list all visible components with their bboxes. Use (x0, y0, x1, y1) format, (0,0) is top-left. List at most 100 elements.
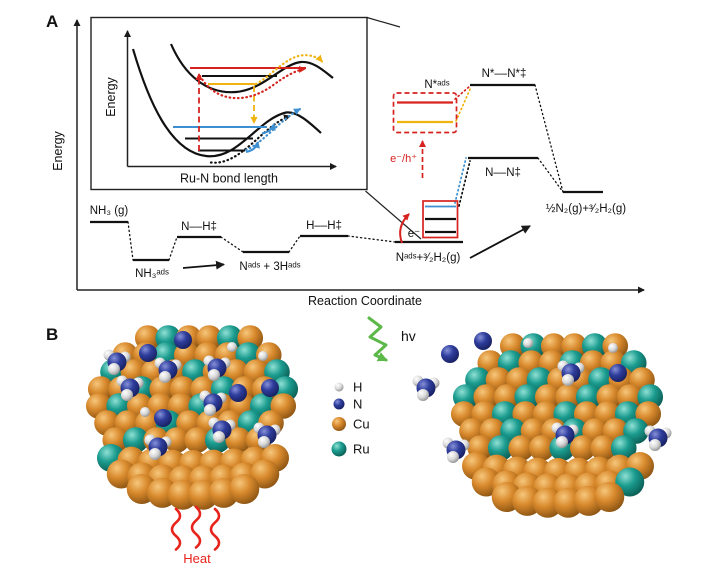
level-hop-arrow-1 (245, 141, 260, 153)
legend-swatch-n (333, 398, 345, 410)
inset-x-axis-label: Ru-N bond length (180, 172, 278, 186)
charge-carriers-label: e⁻/h⁺ (390, 153, 417, 165)
n-atom (441, 345, 459, 363)
excited-trajectory-yellow (254, 54, 324, 86)
inset-y-axis-label: Energy (104, 76, 118, 116)
hot-carrier-box: e⁻ (399, 200, 459, 244)
state-label-n-3h-ads: Nᵃᵈˢ + 3Hᵃᵈˢ (239, 261, 300, 273)
inset-frame (90, 16, 368, 191)
photon-zigzag-arrow-icon (367, 316, 388, 362)
vibrational-levels (173, 66, 306, 152)
nanoparticle-photo (412, 332, 672, 518)
thermal-trajectory-black (209, 114, 292, 164)
cu-atom (528, 435, 555, 461)
connector-dotted (454, 85, 471, 100)
state-label-n-n-ts: N––N‡ (485, 167, 521, 179)
n-atom (261, 379, 279, 397)
excited-state-curve (169, 43, 334, 94)
inset-potential-diagram: Energy Ru-N bond length (90, 16, 368, 191)
n-atom (229, 384, 247, 402)
heat-wave-2 (190, 505, 202, 549)
connector-dotted (458, 160, 471, 207)
h-atom (121, 389, 133, 401)
state-label-products: ½N₂(g)+³⁄₂H₂(g) (546, 203, 626, 215)
cu-atom (508, 435, 535, 461)
connector-dotted (454, 157, 467, 204)
h-atom (523, 338, 533, 348)
legend-label-n: N (353, 397, 362, 412)
h-atom (258, 351, 268, 361)
connector-dotted (168, 236, 178, 261)
n-atom (474, 332, 492, 350)
hot-electron-label: e⁻ (408, 228, 420, 240)
cu-atom (590, 435, 617, 461)
h-atom (417, 389, 429, 401)
pathway-arrow-left (182, 260, 225, 270)
state-label-nh3-gas: NH₃ (g) (90, 205, 129, 217)
n-atom (139, 344, 157, 362)
state-label-n-star-n-ts: N*––N*‡ (482, 68, 527, 80)
callout-line-top (366, 16, 401, 28)
legend-label-ru: Ru (353, 442, 370, 457)
nanoparticles (85, 325, 672, 518)
state-label-n-h-ts: N––H‡ (181, 221, 217, 233)
connector-dotted (455, 86, 472, 122)
connector-dotted (220, 236, 244, 253)
h-atom (258, 436, 270, 448)
legend-swatch-cu (332, 417, 346, 431)
state-label-n-ads-h2: Nᵃᵈˢ+³⁄₂H₂(g) (396, 252, 461, 264)
cu-atom (225, 427, 252, 453)
h-atom (447, 451, 459, 463)
connector-dotted (127, 221, 134, 261)
h-atom (159, 371, 171, 383)
legend-swatch-ru (331, 441, 347, 457)
heat-waves-icon (170, 505, 221, 551)
legend-label-h: H (353, 380, 362, 395)
h-atom (608, 343, 618, 353)
hot-electron-arrow (399, 213, 410, 244)
n-atom (174, 331, 192, 349)
heat-label: Heat (183, 551, 211, 566)
legend-label-cu: Cu (353, 417, 370, 432)
heat-wave-1 (170, 507, 182, 551)
excited-state-box: N*ᵃᵈˢ (392, 79, 458, 134)
h-atom (149, 448, 161, 460)
ru-atom (610, 435, 637, 461)
hot-box-outline (422, 200, 459, 239)
ru-atom (122, 427, 149, 453)
excited-box-outline (392, 92, 458, 134)
excited-adsorbate-label: N*ᵃᵈˢ (424, 79, 449, 91)
main-y-axis-label: Energy (51, 130, 65, 170)
panel-a-label: A (46, 12, 58, 31)
state-label-h-h-ts: H––H‡ (306, 220, 342, 232)
cu-atom (569, 435, 596, 461)
h-atom (649, 439, 661, 451)
n-atom (154, 409, 172, 427)
reaction-connectors (127, 84, 564, 261)
h-atom (204, 404, 216, 416)
panel-a: A Energy Reaction Coordinate Energy Ru-N… (46, 12, 645, 308)
h-atom (208, 369, 220, 381)
cu-atom (250, 459, 280, 489)
cu-atom (163, 427, 190, 453)
cu-atom (229, 474, 260, 504)
cu-atom (532, 487, 563, 518)
legend-swatch-h (334, 382, 344, 392)
connector-dotted (537, 157, 564, 193)
main-x-axis-label: Reaction Coordinate (308, 294, 422, 308)
reaction-levels: NH₃ (g) NH₃ᵃᵈˢ N––H‡ Nᵃᵈˢ + 3Hᵃᵈˢ H––H‡ Nᵃᵈˢ+… (90, 68, 627, 280)
ru-atom (487, 435, 514, 461)
heat-wave-3 (209, 507, 221, 551)
pathway-arrow-right (469, 225, 531, 259)
cu-atom (594, 482, 625, 512)
h-atom (108, 363, 120, 375)
connector-dotted (288, 235, 301, 253)
state-label-nh3-ads: NH₃ᵃᵈˢ (135, 268, 169, 280)
connector-dotted (347, 235, 396, 243)
level-hop-arrow-2 (261, 123, 276, 135)
h-atom (213, 431, 225, 443)
connector-dotted (534, 84, 564, 193)
h-atom (140, 407, 150, 417)
